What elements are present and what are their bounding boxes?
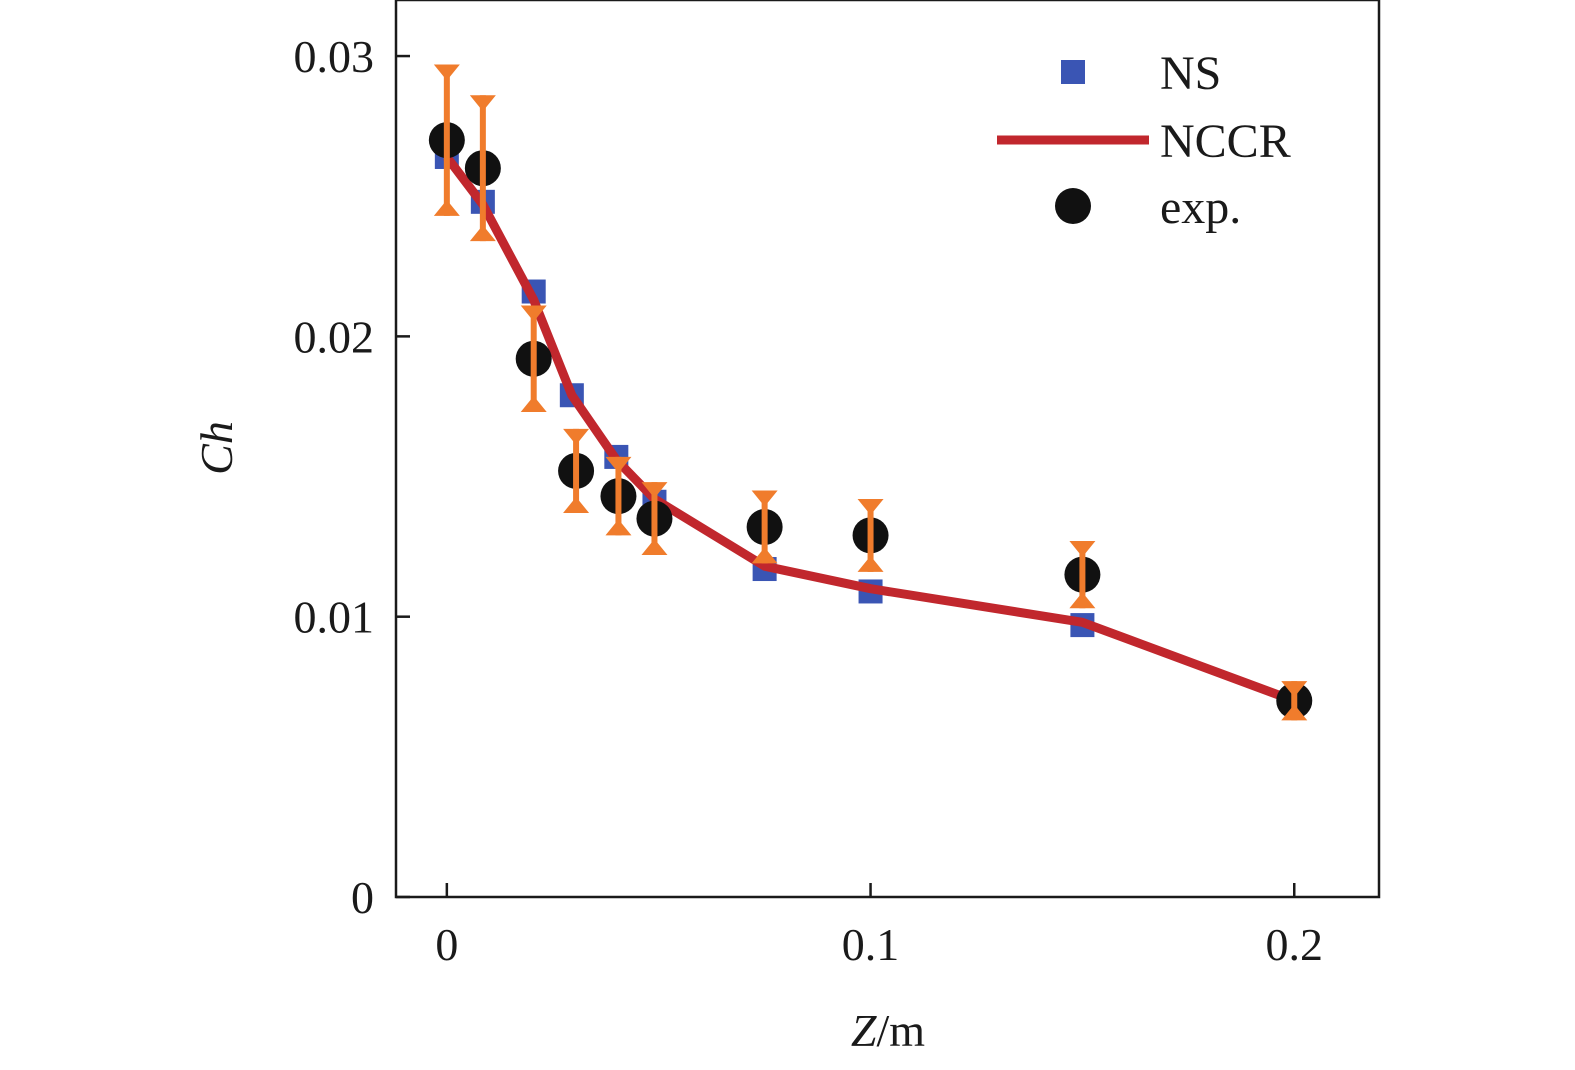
exp-error-cap-top [563, 428, 590, 445]
exp-error-cap-bottom [469, 225, 496, 242]
legend-exp-label: exp. [1160, 181, 1241, 234]
exp-error-cap-bottom [857, 555, 884, 572]
legend-exp-marker [1055, 188, 1091, 224]
exp-error-cap-top [1069, 541, 1096, 558]
exp-error-cap-top [520, 305, 547, 322]
exp-error-cap-bottom [520, 396, 547, 413]
exp-error-cap-top [1281, 681, 1308, 698]
legend-ns-marker [1061, 60, 1085, 84]
exp-error-cap-bottom [563, 496, 590, 513]
y-tick-label: 0 [351, 872, 374, 923]
exp-error-cap-top [857, 498, 884, 515]
legend: NS NCCR exp. [997, 47, 1291, 234]
legend-nccr-label: NCCR [1160, 115, 1291, 168]
x-tick-label: 0 [435, 919, 458, 970]
exp-error-cap-top [605, 456, 632, 473]
y-tick-label: 0.01 [294, 592, 375, 643]
plot-frame [394, 0, 1381, 899]
exp-error-cap-bottom [751, 547, 778, 564]
x-tick-label: 0.2 [1266, 919, 1324, 970]
exp-error-cap-top [469, 95, 496, 112]
y-tick-label: 0.02 [294, 311, 375, 362]
legend-ns-label: NS [1160, 47, 1221, 100]
exp-error-cap-bottom [1069, 592, 1096, 609]
exp-error-cap-bottom [1281, 704, 1308, 721]
x-axis-label: Z/m [851, 1005, 925, 1056]
series-layer [428, 64, 1313, 721]
exp-error-cap-bottom [433, 199, 460, 216]
exp-error-cap-top [751, 490, 778, 507]
nccr-line [443, 154, 1296, 706]
exp-error-cap-bottom [605, 519, 632, 536]
axes: 0 0.1 0.2 0 0.01 0.02 0.03 [294, 31, 1324, 970]
y-tick-label: 0.03 [294, 31, 375, 82]
exp-error-cap-top [641, 482, 668, 499]
x-tick-label: 0.1 [842, 919, 900, 970]
exp-error-cap-bottom [641, 539, 668, 556]
y-axis-label: Ch [191, 421, 242, 475]
exp-error-cap-top [433, 64, 460, 81]
